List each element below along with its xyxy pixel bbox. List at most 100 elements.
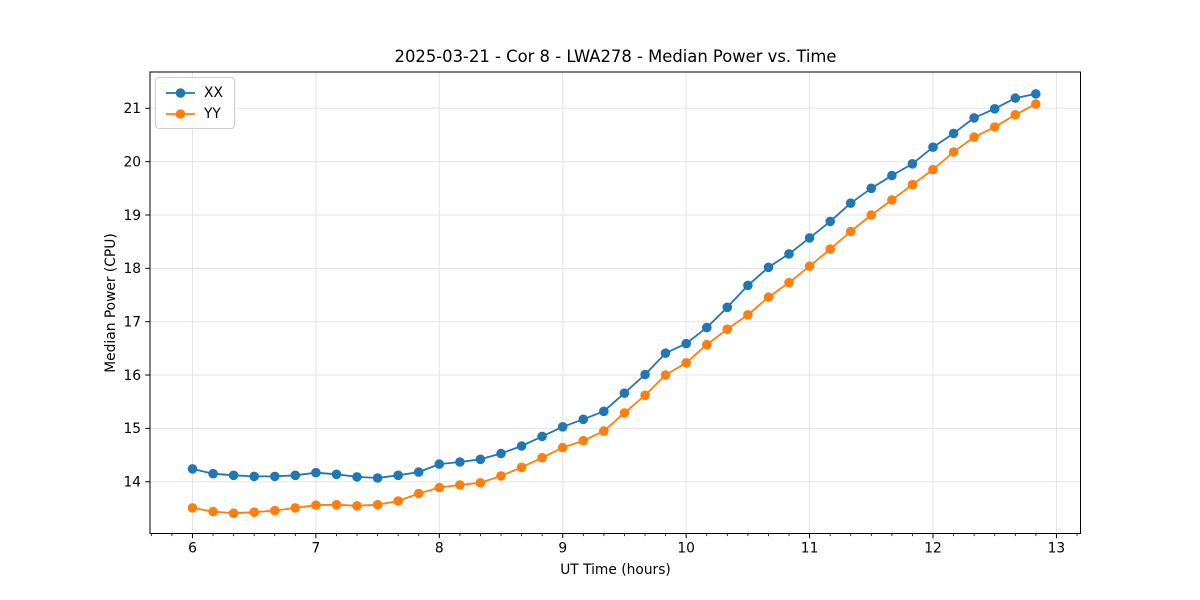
data-point-xx — [743, 280, 753, 291]
data-point-yy — [1010, 109, 1021, 120]
x-tick-label: 9 — [558, 541, 567, 557]
data-point-yy — [969, 132, 979, 142]
data-point-xx — [928, 142, 938, 152]
data-point-yy — [928, 164, 938, 175]
data-point-yy — [413, 488, 424, 499]
data-point-xx — [455, 457, 465, 467]
data-point-xx — [804, 233, 815, 243]
data-point-yy — [907, 179, 918, 190]
data-point-yy — [660, 370, 671, 380]
data-point-xx — [660, 348, 671, 359]
y-axis-label: Median Power (CPU) — [103, 233, 119, 373]
data-point-xx — [537, 431, 547, 442]
data-point-yy — [887, 195, 897, 205]
data-point-xx — [228, 470, 239, 481]
data-point-yy — [455, 480, 465, 490]
y-tick-label: 15 — [123, 421, 141, 437]
x-axis-label: UT Time (hours) — [560, 562, 671, 578]
y-tick-label: 17 — [123, 314, 141, 330]
chart-title: 2025-03-21 - Cor 8 - LWA278 - Median Pow… — [394, 47, 837, 66]
data-point-yy — [702, 339, 712, 350]
y-tick-label: 18 — [123, 261, 141, 277]
data-point-xx — [557, 422, 568, 432]
data-point-xx — [372, 473, 383, 483]
data-point-xx — [516, 441, 527, 451]
data-point-xx — [208, 468, 218, 479]
data-point-yy — [784, 277, 794, 288]
legend-line-marker-icon — [166, 108, 195, 119]
data-point-xx — [311, 467, 321, 478]
data-point-yy — [640, 390, 650, 401]
data-point-yy — [228, 508, 239, 518]
x-tick-label: 10 — [677, 541, 695, 557]
legend: XX YY — [155, 77, 235, 129]
data-point-yy — [270, 505, 280, 516]
data-point-xx — [845, 198, 856, 208]
data-point-yy — [825, 244, 835, 254]
legend-item-yy: YY — [164, 103, 223, 124]
data-point-yy — [311, 500, 321, 511]
x-tick-label: 7 — [311, 541, 320, 557]
data-point-xx — [784, 249, 794, 259]
y-tick-label: 20 — [123, 154, 141, 170]
y-tick-label: 16 — [123, 368, 141, 384]
data-point-xx — [907, 159, 918, 169]
data-point-yy — [989, 122, 1000, 132]
data-point-yy — [475, 478, 486, 488]
data-point-xx — [475, 454, 486, 465]
data-point-xx — [290, 470, 301, 481]
data-point-yy — [372, 499, 383, 510]
data-point-xx — [681, 338, 691, 349]
data-point-yy — [187, 503, 198, 513]
data-point-xx — [413, 467, 424, 477]
data-point-xx — [393, 470, 404, 481]
data-point-yy — [763, 292, 774, 302]
data-point-yy — [619, 408, 630, 418]
data-point-yy — [866, 210, 877, 220]
data-point-xx — [599, 406, 609, 417]
data-point-xx — [702, 322, 712, 333]
data-point-xx — [270, 471, 280, 482]
data-point-yy — [331, 499, 342, 510]
data-point-xx — [640, 369, 650, 380]
data-point-yy — [599, 426, 609, 436]
data-point-xx — [948, 128, 959, 139]
data-point-xx — [825, 216, 835, 227]
data-point-xx — [1010, 93, 1021, 103]
x-tick-label: 13 — [1048, 541, 1066, 557]
legend-line-marker-icon — [166, 87, 195, 98]
data-point-xx — [496, 448, 506, 459]
y-tick-label: 14 — [123, 475, 141, 491]
data-point-xx — [763, 262, 774, 273]
data-point-yy — [557, 442, 568, 453]
x-tick-label: 6 — [188, 541, 197, 557]
data-point-yy — [804, 261, 815, 272]
x-tick-label: 11 — [801, 541, 819, 557]
data-point-xx — [1031, 89, 1041, 99]
legend-label-yy: YY — [204, 105, 221, 122]
data-point-xx — [352, 472, 362, 482]
data-point-yy — [496, 471, 506, 481]
data-point-yy — [290, 503, 301, 513]
data-point-xx — [249, 471, 259, 482]
data-point-yy — [352, 501, 362, 511]
data-point-yy — [516, 462, 527, 473]
data-point-yy — [722, 324, 733, 335]
data-point-yy — [681, 358, 691, 368]
data-point-yy — [948, 147, 959, 157]
data-point-xx — [331, 469, 342, 480]
data-point-xx — [866, 183, 877, 194]
data-point-xx — [969, 113, 979, 123]
plot-border — [149, 71, 1081, 534]
data-point-xx — [434, 459, 445, 469]
data-point-yy — [845, 226, 856, 237]
data-point-yy — [1031, 99, 1041, 109]
data-point-xx — [722, 302, 733, 313]
x-tick-label: 8 — [435, 541, 444, 557]
y-tick-label: 19 — [123, 208, 141, 224]
data-point-yy — [743, 310, 753, 320]
y-tick-label: 21 — [123, 101, 141, 117]
data-point-yy — [249, 507, 259, 517]
